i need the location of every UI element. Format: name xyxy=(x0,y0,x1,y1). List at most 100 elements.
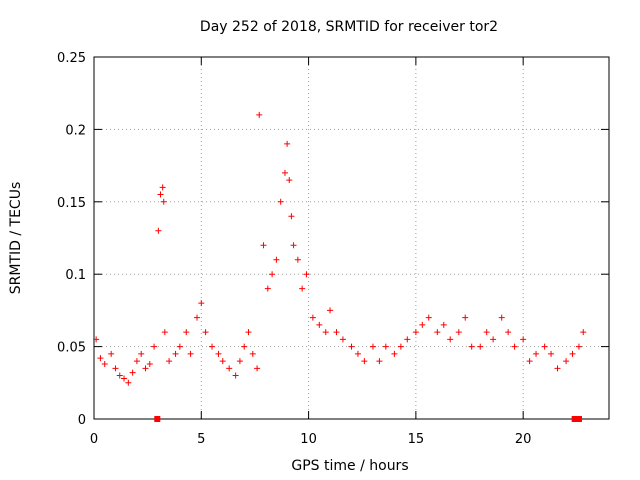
data-point xyxy=(563,358,570,365)
plot-area-border xyxy=(93,56,610,420)
data-point xyxy=(369,343,376,350)
data-point xyxy=(284,140,291,147)
data-point xyxy=(245,329,252,336)
data-point xyxy=(339,336,346,343)
data-point xyxy=(108,350,115,357)
data-point xyxy=(101,360,108,367)
data-point xyxy=(322,329,329,336)
data-point xyxy=(462,314,469,321)
data-point xyxy=(112,365,119,372)
missing-data-marker xyxy=(154,416,161,422)
data-point xyxy=(505,329,512,336)
data-point xyxy=(468,343,475,350)
data-point xyxy=(580,329,587,336)
data-point xyxy=(354,350,361,357)
data-point xyxy=(361,358,368,365)
data-point xyxy=(333,329,340,336)
data-point xyxy=(219,358,226,365)
data-point xyxy=(129,369,136,376)
data-point xyxy=(209,343,216,350)
data-point xyxy=(520,336,527,343)
data-point xyxy=(303,271,310,278)
data-point xyxy=(455,329,462,336)
missing-data-marker xyxy=(575,416,582,422)
data-point xyxy=(286,177,293,184)
data-point xyxy=(260,242,267,249)
data-point xyxy=(232,372,239,379)
x-tick-label: 5 xyxy=(197,432,205,447)
data-point xyxy=(554,365,561,372)
y-tick-label: 0.15 xyxy=(57,196,86,211)
data-point xyxy=(290,242,297,249)
data-point xyxy=(447,336,454,343)
data-point xyxy=(142,365,149,372)
y-tick-label: 0.2 xyxy=(65,123,86,138)
data-point xyxy=(172,350,179,357)
x-axis-label: GPS time / hours xyxy=(291,458,408,474)
data-point xyxy=(498,314,505,321)
y-axis-label: SRMTID / TECUs xyxy=(8,182,24,295)
x-tick-label: 10 xyxy=(300,432,317,447)
data-point xyxy=(155,227,162,234)
data-point xyxy=(294,256,301,263)
data-point xyxy=(511,343,518,350)
data-point xyxy=(490,336,497,343)
axis-ticks: 0 0.05 0.1 0.15 0.2 0.25 0 5 10 15 20 xyxy=(57,51,609,447)
data-point xyxy=(226,365,233,372)
data-points xyxy=(93,111,587,386)
data-point xyxy=(299,285,306,292)
data-point xyxy=(198,300,205,307)
data-point xyxy=(215,350,222,357)
data-point xyxy=(116,372,123,379)
x-tick-label: 0 xyxy=(90,432,98,447)
data-point xyxy=(412,329,419,336)
data-point xyxy=(327,307,334,314)
data-point xyxy=(236,358,243,365)
data-point xyxy=(187,350,194,357)
data-point xyxy=(159,184,166,191)
data-point xyxy=(548,350,555,357)
data-point xyxy=(382,343,389,350)
data-point xyxy=(249,350,256,357)
data-point xyxy=(391,350,398,357)
data-point xyxy=(440,321,447,328)
data-point xyxy=(264,285,271,292)
y-tick-label: 0 xyxy=(78,413,86,428)
x-tick-label: 20 xyxy=(515,432,532,447)
data-point xyxy=(541,343,548,350)
data-point xyxy=(526,358,533,365)
data-point xyxy=(146,360,153,367)
data-point xyxy=(138,350,145,357)
data-point xyxy=(269,271,276,278)
data-point xyxy=(125,379,132,386)
chart-title: Day 252 of 2018, SRMTID for receiver tor… xyxy=(200,19,498,35)
y-tick-label: 0.05 xyxy=(57,341,86,356)
data-point xyxy=(194,314,200,321)
data-point xyxy=(157,191,164,198)
y-tick-label: 0.25 xyxy=(57,51,86,66)
data-point xyxy=(425,314,432,321)
data-point xyxy=(97,355,104,362)
missing-data-marker xyxy=(571,416,578,422)
data-point xyxy=(288,213,295,220)
data-point xyxy=(176,343,183,350)
x-tick-label: 15 xyxy=(408,432,425,447)
data-point xyxy=(483,329,490,336)
data-point xyxy=(397,343,404,350)
data-point xyxy=(202,329,209,336)
data-point xyxy=(93,336,100,343)
data-point xyxy=(316,321,323,328)
data-point xyxy=(183,329,190,336)
data-point xyxy=(277,198,284,205)
data-point xyxy=(575,343,582,350)
missing-data-markers xyxy=(154,416,582,422)
data-point xyxy=(161,329,168,336)
data-point xyxy=(133,358,140,365)
data-point xyxy=(254,365,261,372)
data-point xyxy=(533,350,540,357)
data-point xyxy=(419,321,426,328)
data-point xyxy=(241,343,248,350)
data-point xyxy=(477,343,484,350)
data-point xyxy=(121,375,128,382)
